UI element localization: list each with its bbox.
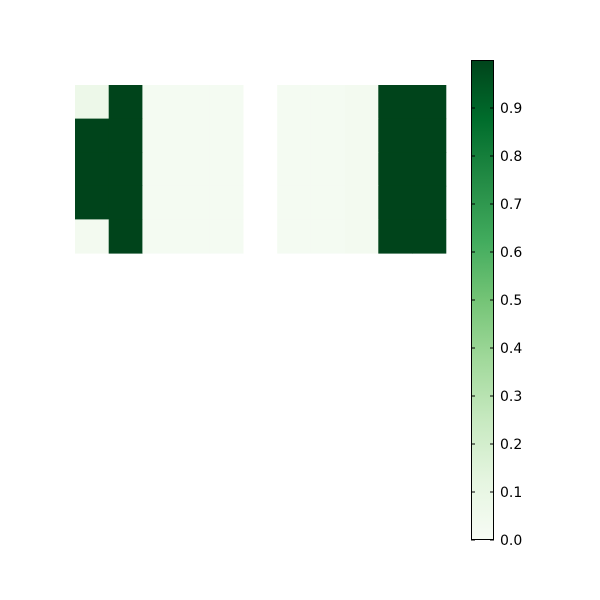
heatmap-cell [176, 85, 211, 120]
heatmap-cell [310, 219, 346, 254]
colorbar-tick-label: 0.6 [500, 245, 522, 261]
heatmap-cell [378, 219, 413, 254]
heatmap-cell [209, 85, 245, 120]
heatmap-cell [75, 219, 110, 254]
colorbar-tick-label: 0.2 [500, 437, 522, 453]
heatmap-cell [75, 118, 110, 153]
heatmap-cell [277, 118, 312, 153]
heatmap-cell [108, 152, 143, 187]
heatmap-cell [108, 185, 143, 220]
heatmap-cell [412, 185, 447, 220]
heatmap-cell [277, 185, 312, 220]
heatmap-cell [310, 152, 346, 187]
heatmap-cell [142, 185, 177, 220]
heatmap-cell [412, 118, 447, 153]
colorbar-frame [471, 60, 494, 540]
heatmap-cell [277, 219, 312, 254]
heatmap-cell [344, 185, 379, 220]
heatmap-cell [277, 85, 312, 120]
colorbar-tick-label: 0.5 [500, 293, 522, 309]
colorbar-tick-label: 0.7 [500, 197, 522, 213]
heatmap-cell [243, 185, 278, 220]
heatmap-cell [108, 219, 143, 254]
heatmap-cell [344, 118, 379, 153]
heatmap-cell [412, 152, 447, 187]
heatmap-cell [243, 152, 278, 187]
heatmap-cell [243, 219, 278, 254]
heatmap-cell [310, 118, 346, 153]
heatmap-cell [75, 152, 110, 187]
heatmap-cell [344, 85, 379, 120]
colorbar-tick-label: 0.8 [500, 149, 522, 165]
colorbar-tick-label: 0.3 [500, 389, 522, 405]
heatmap-cell [378, 185, 413, 220]
heatmap-cell [209, 152, 245, 187]
heatmap-cell [75, 185, 110, 220]
heatmap-cell [378, 85, 413, 120]
heatmap-cell [243, 118, 278, 153]
heatmap-cell [142, 152, 177, 187]
heatmap-cell [108, 118, 143, 153]
heatmap-cell [277, 152, 312, 187]
heatmap-cell [176, 118, 211, 153]
heatmap-cell [209, 219, 245, 254]
heatmap-cell [142, 118, 177, 153]
colorbar-gradient [471, 60, 494, 540]
heatmap-cell [176, 219, 211, 254]
heatmap-cell [310, 85, 346, 120]
heatmap-grid [75, 85, 447, 254]
heatmap-cell [344, 152, 379, 187]
colorbar-tick-label: 0.0 [500, 533, 522, 549]
heatmap-cell [142, 85, 177, 120]
heatmap-cell [209, 185, 245, 220]
heatmap-cell [176, 152, 211, 187]
heatmap-cell [378, 152, 413, 187]
heatmap-cell [75, 85, 110, 120]
heatmap-cell [310, 185, 346, 220]
heatmap-cell [142, 219, 177, 254]
heatmap-cell [412, 85, 447, 120]
colorbar-tick-label: 0.4 [500, 341, 522, 357]
colorbar-ticks: 0.0 0.1 0.2 0.3 0.4 0.5 0.6 0.7 0.8 0.9 [471, 101, 522, 549]
heatmap-cell [176, 185, 211, 220]
colorbar-tick-label: 0.9 [500, 101, 522, 117]
heatmap-cell [243, 85, 278, 120]
heatmap-cell [108, 85, 143, 120]
heatmap-cell [378, 118, 413, 153]
heatmap-cell [209, 118, 245, 153]
heatmap-cell [344, 219, 379, 254]
colorbar-tick-label: 0.1 [500, 485, 522, 501]
colorbar: 0.0 0.1 0.2 0.3 0.4 0.5 0.6 0.7 0.8 0.9 [471, 60, 522, 549]
heatmap-cell [412, 219, 447, 254]
